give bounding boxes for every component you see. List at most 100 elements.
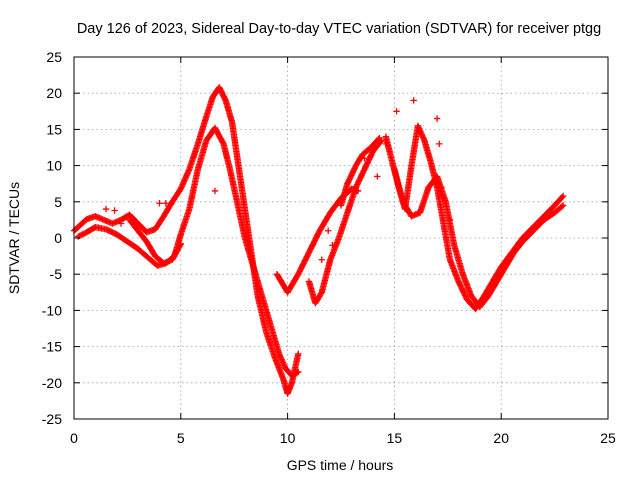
data-point [362, 163, 370, 170]
data-point [558, 193, 566, 201]
data-point [393, 108, 400, 115]
x-tick-label: 25 [600, 430, 616, 446]
data-point [295, 368, 302, 376]
data-point [77, 231, 85, 239]
data-point [344, 179, 352, 186]
data-point [558, 203, 566, 210]
data-point [458, 285, 465, 292]
data-point [559, 202, 567, 209]
data-point [462, 293, 469, 300]
data-point [367, 144, 375, 151]
data-point [111, 207, 118, 214]
data-point [361, 166, 368, 173]
data-point [368, 150, 375, 158]
data-point [461, 290, 468, 298]
data-point [350, 167, 357, 175]
data-point [359, 170, 366, 177]
data-point [355, 178, 362, 185]
data-points [70, 84, 567, 397]
data-point [162, 200, 170, 207]
data-point [374, 173, 381, 180]
data-point [357, 174, 364, 181]
x-tick-label: 5 [177, 430, 185, 446]
x-tick-label: 20 [493, 430, 509, 446]
y-tick-label: 5 [54, 194, 62, 210]
data-point [356, 177, 363, 184]
data-point [457, 283, 465, 291]
data-point [455, 278, 462, 285]
y-tick-label: -25 [42, 411, 62, 427]
data-point [365, 157, 372, 165]
data-point [361, 164, 369, 172]
data-point [460, 289, 467, 296]
data-point [348, 172, 355, 179]
x-axis-label: GPS time / hours [287, 457, 394, 473]
data-point [348, 170, 356, 178]
data-point [177, 240, 184, 247]
data-point [347, 173, 354, 180]
data-point [363, 161, 370, 169]
y-tick-label: 0 [54, 230, 62, 246]
data-point [344, 180, 351, 187]
data-point [461, 292, 469, 299]
data-point [324, 227, 332, 234]
y-tick-label: 10 [46, 158, 62, 174]
data-point [446, 216, 454, 224]
data-point [317, 290, 325, 297]
y-tick-label: -15 [42, 339, 62, 355]
data-point [352, 184, 360, 191]
data-point [211, 187, 219, 195]
x-tick-label: 15 [387, 430, 403, 446]
data-point [350, 166, 358, 173]
data-point [80, 230, 88, 237]
data-point [293, 369, 301, 376]
data-point [329, 242, 336, 249]
x-tick-label: 0 [70, 430, 78, 446]
data-point [457, 282, 464, 289]
data-point [436, 140, 443, 148]
y-tick-label: 20 [46, 85, 62, 101]
data-point [410, 97, 417, 104]
data-point [75, 233, 82, 240]
data-point [375, 136, 382, 143]
data-point [559, 192, 567, 200]
y-tick-label: -20 [42, 375, 62, 391]
data-point [353, 182, 360, 190]
y-tick-label: 25 [46, 49, 62, 65]
data-point [367, 152, 375, 159]
data-point [346, 174, 354, 182]
data-point [376, 134, 383, 142]
data-point [345, 177, 352, 185]
axis-ticks: 0 5 10 15 20 25 -25 -20 -15 -10 -5 0 5 10 15 20 25 [42, 49, 616, 446]
data-point [455, 279, 463, 287]
data-point [356, 175, 364, 183]
data-point [117, 220, 125, 227]
y-tick-label: 15 [46, 121, 62, 137]
x-tick-label: 10 [280, 430, 296, 446]
data-point [364, 159, 371, 166]
data-point [358, 172, 365, 180]
data-point [346, 176, 353, 183]
data-point [367, 153, 374, 160]
data-point [382, 140, 390, 148]
data-point [456, 281, 463, 288]
data-point [358, 171, 366, 178]
data-point [365, 156, 373, 163]
y-axis-label: SDTVAR / TECUs [6, 182, 22, 294]
data-point [219, 139, 227, 146]
data-point [433, 115, 441, 122]
data-point [156, 200, 163, 207]
data-point [176, 241, 184, 249]
data-point [354, 181, 361, 188]
chart-title: Day 126 of 2023, Sidereal Day-to-day VTE… [77, 21, 601, 37]
data-point [349, 169, 356, 176]
data-point [79, 231, 86, 238]
y-tick-label: -10 [42, 302, 62, 318]
data-point [351, 165, 358, 172]
data-point [295, 350, 302, 358]
data-point [459, 287, 467, 295]
data-point [102, 205, 110, 213]
data-point [359, 168, 367, 176]
